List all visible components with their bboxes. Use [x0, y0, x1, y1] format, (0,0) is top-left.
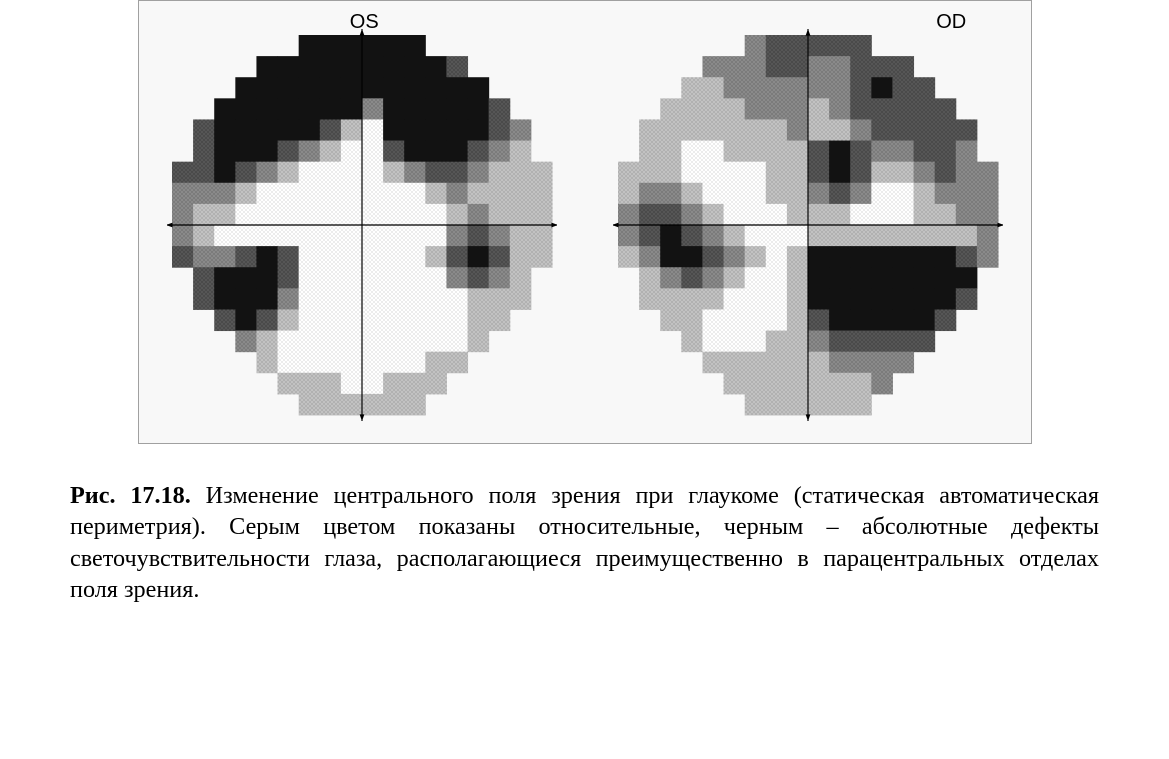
visual-field-map-od: OD: [613, 11, 1003, 429]
visual-field-maps-row: OS OD: [167, 11, 1003, 429]
eye-label-os: OS: [350, 11, 379, 34]
eye-label-od: OD: [936, 11, 966, 34]
figure-caption-text: Изменение центрального поля зрения при г…: [70, 482, 1099, 603]
figure-number: Рис. 17.18.: [70, 482, 191, 509]
figure-frame: OS OD: [138, 0, 1032, 444]
figure-container: OS OD: [70, 0, 1099, 444]
visual-field-map-os: OS: [167, 11, 557, 429]
figure-caption: Рис. 17.18. Изменение центрального поля …: [70, 480, 1099, 605]
visual-field-svg-od: [613, 11, 1003, 429]
visual-field-svg-os: [167, 11, 557, 429]
